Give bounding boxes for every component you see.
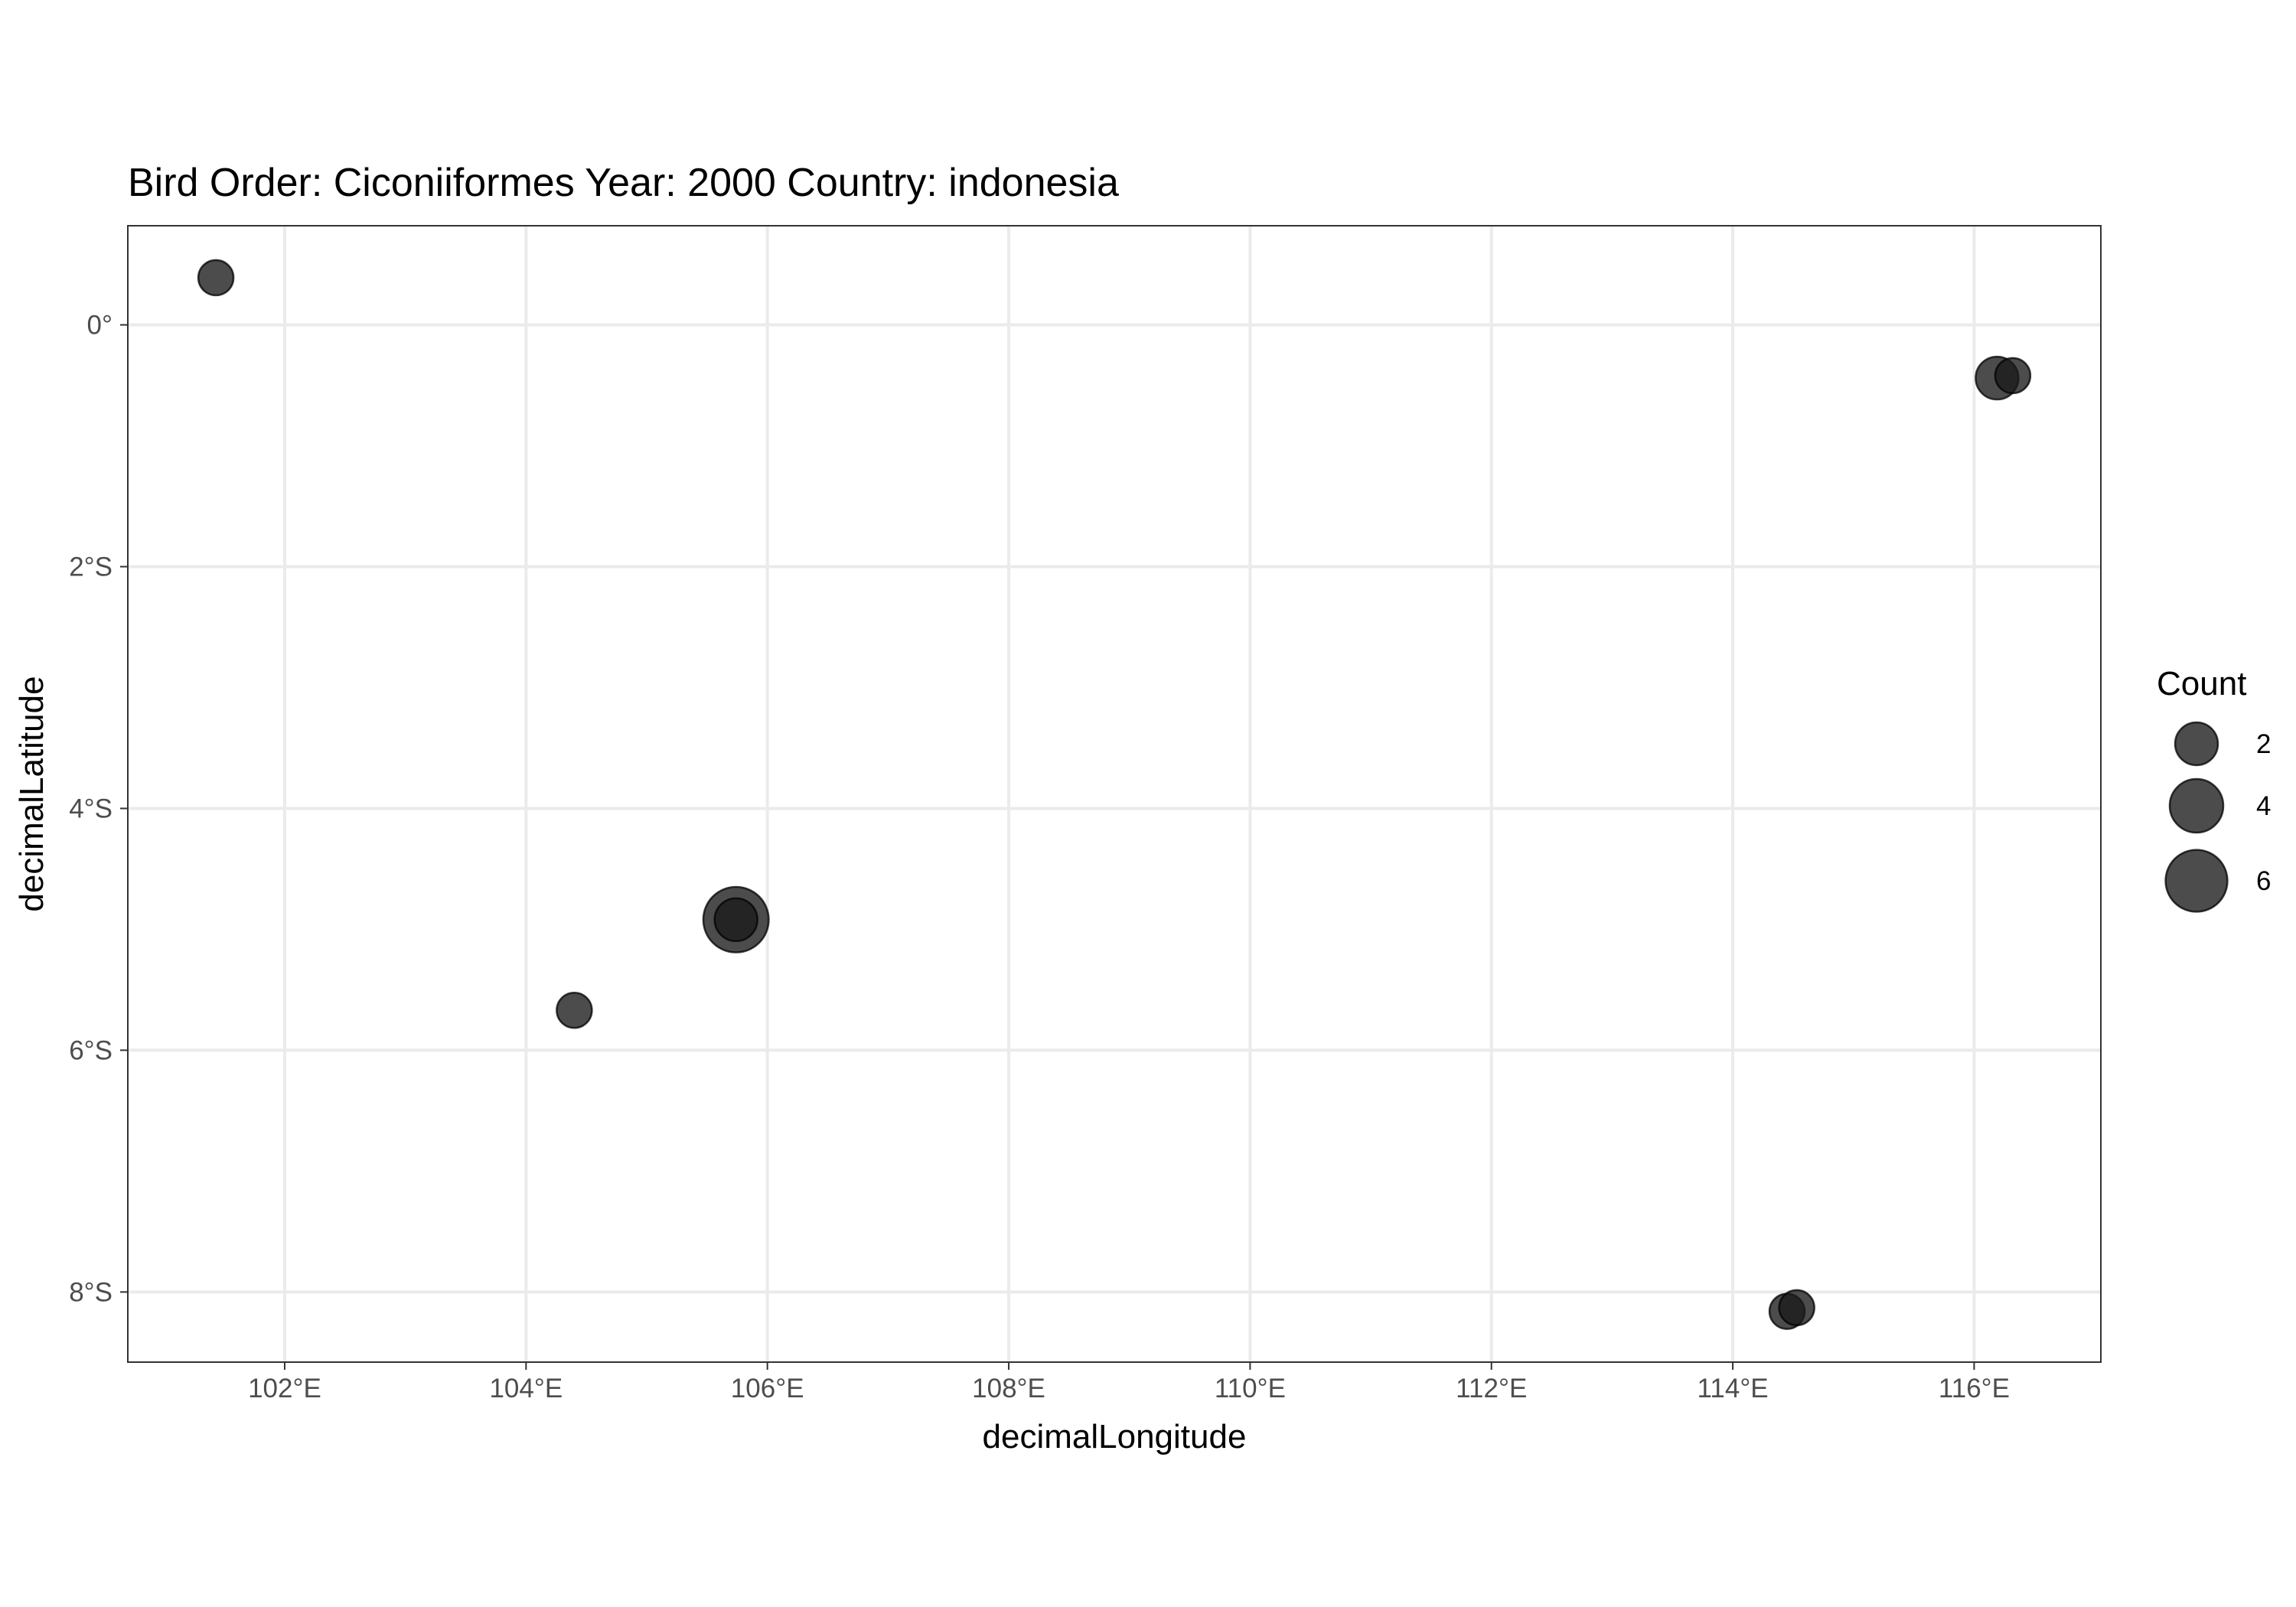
- legend-label: 2: [2256, 729, 2271, 759]
- legend-label: 4: [2256, 791, 2271, 821]
- data-points: [197, 259, 2032, 1330]
- y-tick-label: 0°: [87, 311, 113, 341]
- scatter-point: [197, 259, 235, 297]
- scatter-point: [556, 992, 593, 1029]
- grid-lines: [128, 226, 2101, 1362]
- y-tick-label: 8°S: [69, 1277, 113, 1307]
- x-tick-label: 110°E: [1215, 1374, 1286, 1403]
- x-tick-label: 104°E: [489, 1374, 563, 1403]
- legend-label: 6: [2256, 866, 2271, 896]
- legend-key: [2174, 721, 2219, 767]
- x-tick-label: 116°E: [1939, 1374, 2010, 1403]
- x-tick-label: 102°E: [248, 1374, 321, 1403]
- y-tick-label: 4°S: [69, 794, 113, 823]
- x-tick-label: 106°E: [731, 1374, 804, 1403]
- chart-title: Bird Order: Ciconiiformes Year: 2000 Cou…: [128, 161, 1119, 205]
- x-axis: 102°E 104°E 106°E 108°E 110°E 112°E 114°E 116°E: [248, 1362, 2010, 1403]
- x-tick-label: 114°E: [1698, 1374, 1769, 1403]
- scatter-point: [1994, 357, 2032, 395]
- x-tick-label: 112°E: [1456, 1374, 1527, 1403]
- scatter-point: [1778, 1289, 1815, 1327]
- y-axis: 0° 2°S 4°S 6°S 8°S: [69, 311, 128, 1307]
- size-legend: Count 2 4 6: [2157, 665, 2271, 913]
- x-axis-title: decimalLongitude: [983, 1418, 1247, 1455]
- plot-panel: [128, 226, 2101, 1362]
- x-tick-label: 108°E: [972, 1374, 1045, 1403]
- y-tick-label: 6°S: [69, 1035, 113, 1065]
- y-axis-title: decimalLatitude: [13, 676, 51, 911]
- plot-panel-border: [127, 225, 2102, 1363]
- y-tick-label: 2°S: [69, 553, 113, 582]
- scatter-point: [713, 897, 758, 943]
- legend-title: Count: [2157, 665, 2246, 702]
- legend-key: [2168, 777, 2225, 834]
- legend-key: [2164, 849, 2229, 913]
